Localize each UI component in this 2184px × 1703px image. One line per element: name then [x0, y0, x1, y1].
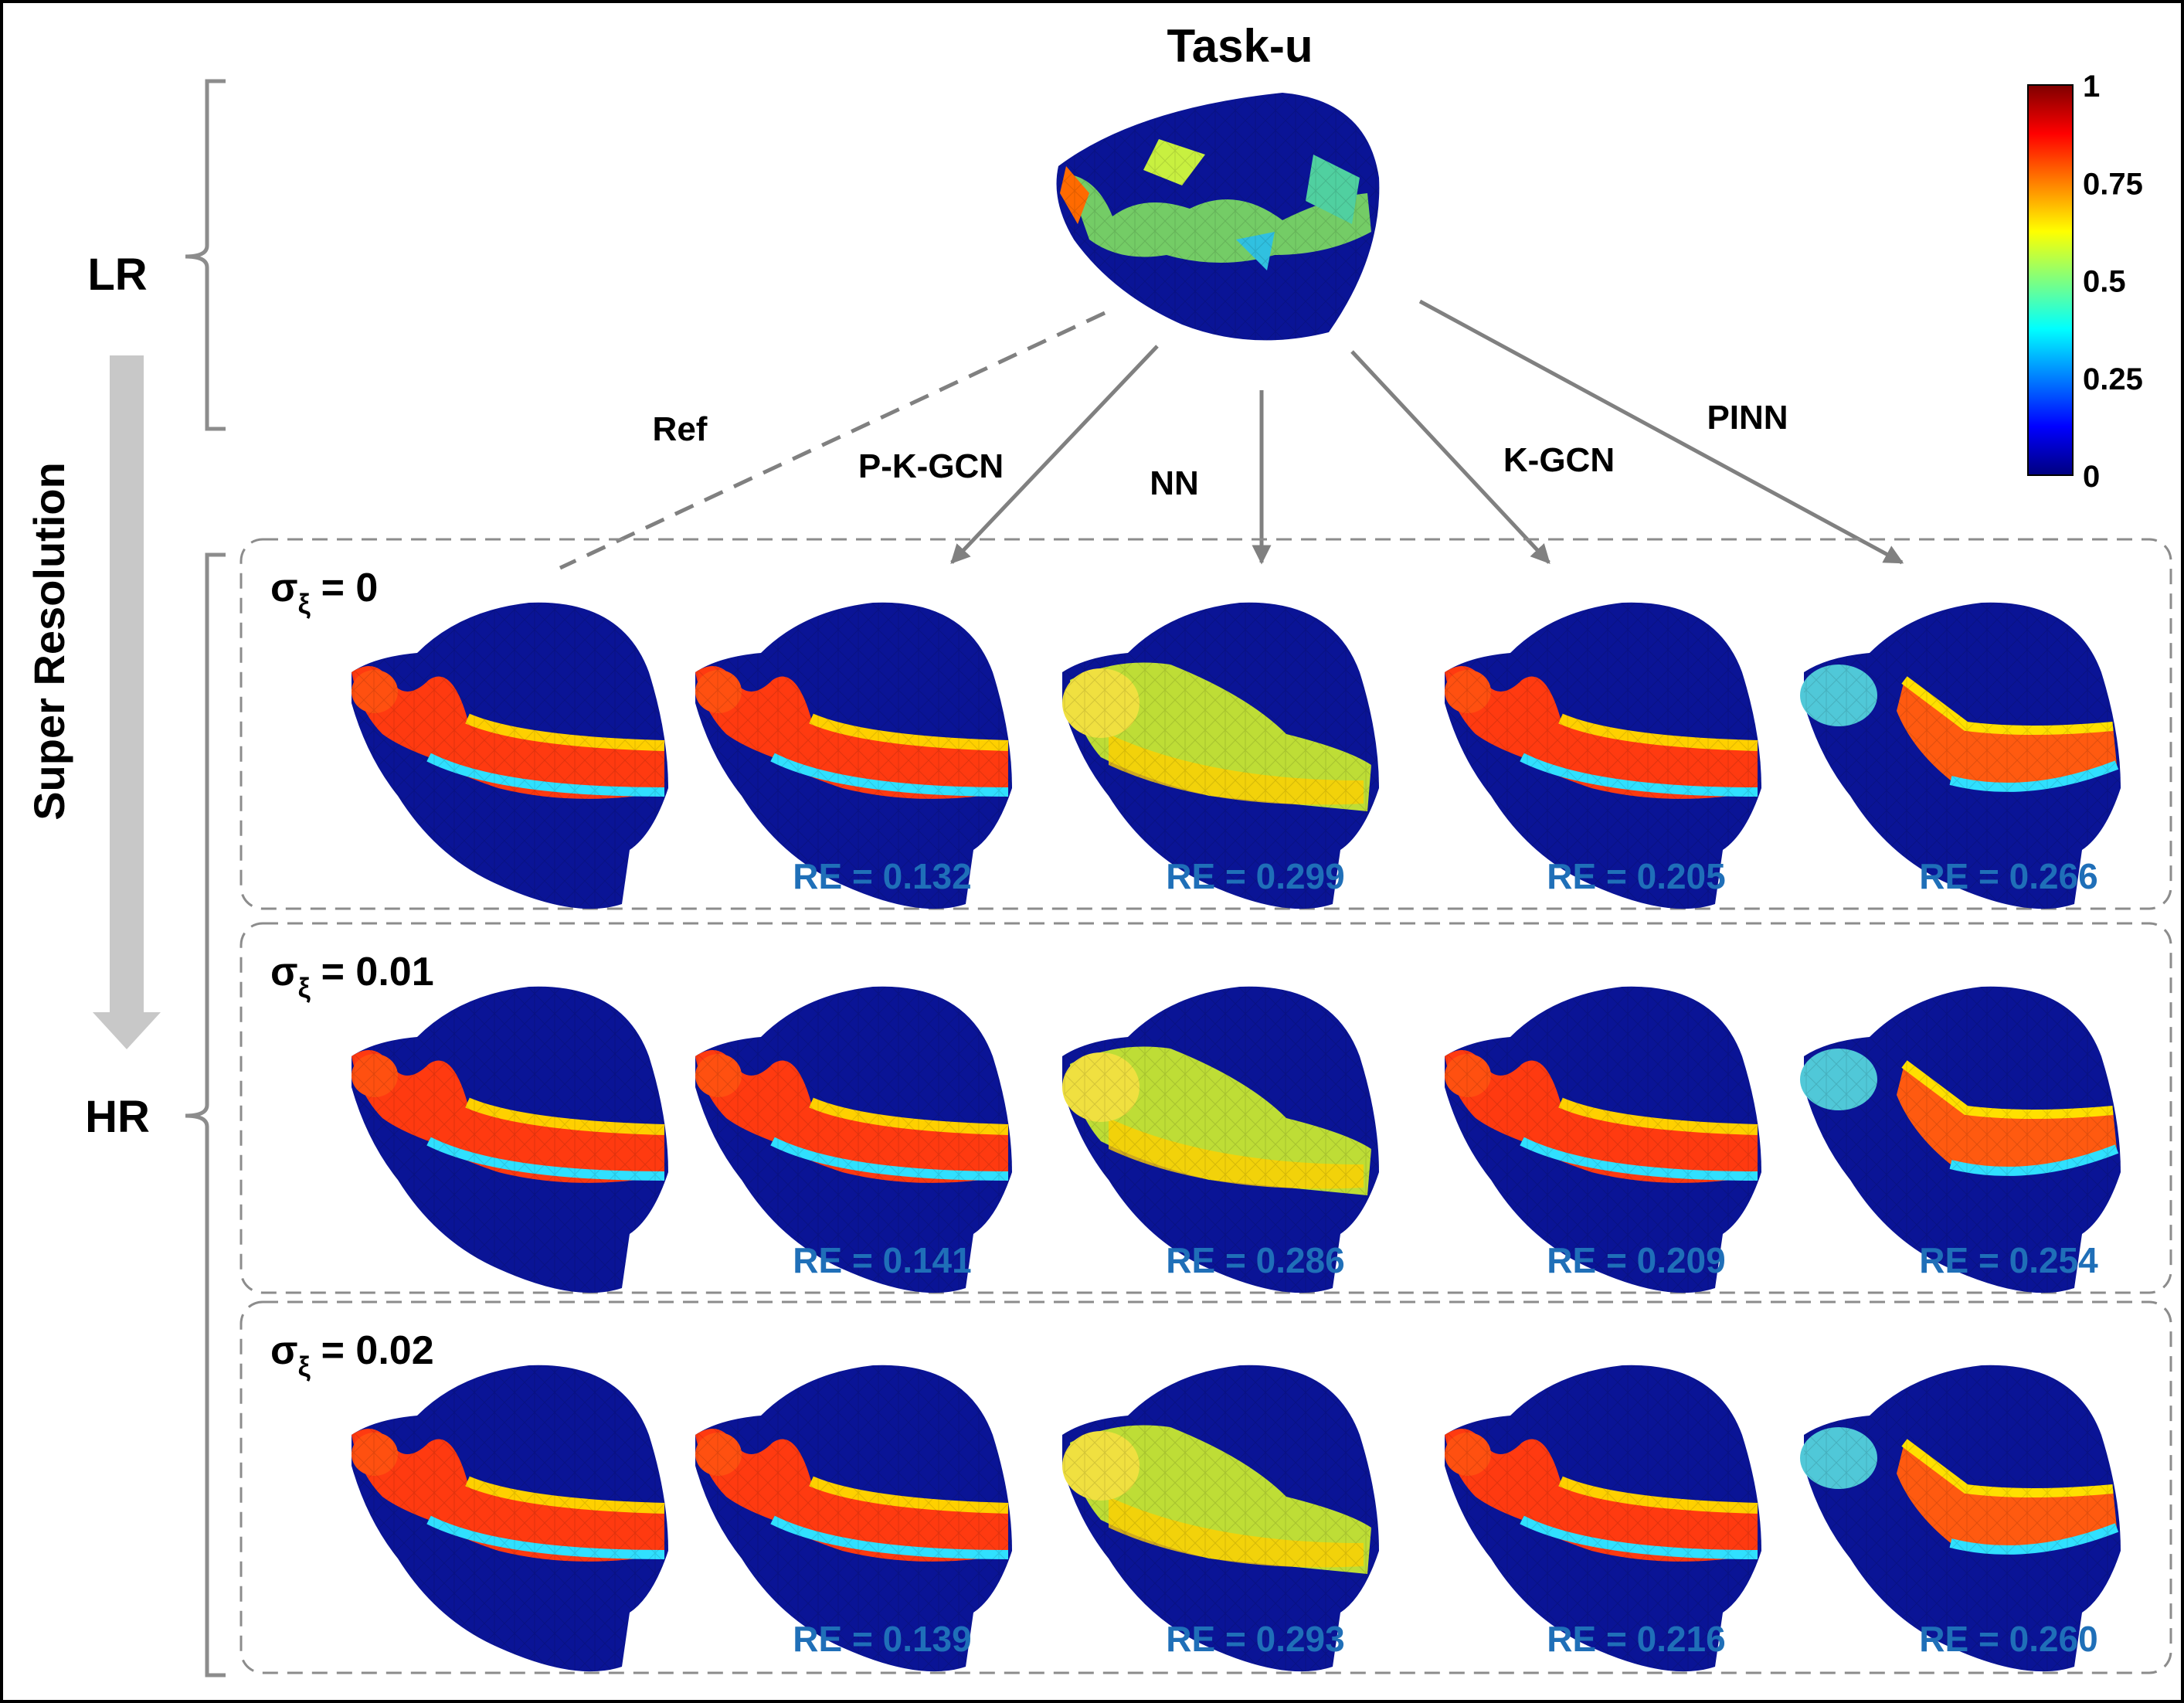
sigma-label: σξ = 0.01	[270, 950, 434, 1004]
re-label-p-k-gcn: RE = 0.132	[793, 856, 971, 896]
hr-heart-k-gcn	[1445, 1365, 1761, 1672]
colorbar-tick-label: 0.75	[2083, 167, 2143, 201]
row-panel-border	[239, 538, 2172, 910]
sigma-label: σξ = 0.02	[270, 1328, 434, 1382]
re-label-k-gcn: RE = 0.205	[1547, 856, 1725, 896]
re-label-k-gcn: RE = 0.209	[1547, 1240, 1725, 1280]
re-label-k-gcn: RE = 0.216	[1547, 1619, 1725, 1659]
lr-heart-mesh	[1056, 93, 1380, 341]
re-label-nn: RE = 0.293	[1166, 1619, 1344, 1659]
method-label-nn: NN	[1150, 464, 1199, 502]
re-label-p-k-gcn: RE = 0.141	[793, 1240, 971, 1280]
hr-heart-p-k-gcn	[695, 986, 1012, 1293]
hr-heart-nn	[1062, 602, 1379, 909]
hr-heart-p-k-gcn	[695, 1365, 1012, 1672]
hr-heart-pinn	[1800, 986, 2121, 1293]
colorbar-tick-label: 1	[2083, 70, 2100, 104]
colorbar-tick-label: 0.5	[2083, 265, 2126, 299]
lr-label: LR	[87, 250, 147, 300]
super-resolution-label: Super Resolution	[25, 462, 73, 821]
result-row: σξ = 0.02 RE = 0.139 RE = 0.293 RE = 0.216 RE…	[239, 1300, 2172, 1674]
figure-title: Task-u	[1167, 20, 1313, 72]
sigma-label: σξ = 0	[270, 566, 378, 620]
hr-bracket	[185, 552, 226, 1678]
method-label-pinn: PINN	[1707, 399, 1788, 437]
method-label-p-k-gcn: P-K-GCN	[858, 447, 1004, 485]
hr-heart-k-gcn	[1445, 986, 1761, 1293]
lr-bracket	[185, 79, 226, 431]
ref-dashed-line	[559, 311, 1106, 570]
hr-heart-p-k-gcn	[695, 602, 1012, 909]
super-resolution-arrow	[93, 355, 161, 1049]
re-label-nn: RE = 0.286	[1166, 1240, 1344, 1280]
re-label-pinn: RE = 0.260	[1919, 1619, 2097, 1659]
re-label-pinn: RE = 0.254	[1919, 1240, 2098, 1280]
row-panel-border	[239, 922, 2172, 1294]
hr-heart-nn	[1062, 1365, 1379, 1672]
method-label-ref: Ref	[653, 410, 708, 448]
hr-heart-nn	[1062, 986, 1379, 1293]
re-label-pinn: RE = 0.266	[1919, 856, 2097, 896]
hr-heart-ref	[352, 602, 668, 909]
hr-heart-k-gcn	[1445, 602, 1761, 909]
colorbar	[2027, 84, 2074, 476]
result-panels: σξ = 0 RE = 0.132 RE = 0.299 RE = 0.205 RE = …	[239, 538, 2172, 1674]
arrow-k-gcn	[1350, 350, 1551, 564]
row-panel-border	[239, 1300, 2172, 1674]
hr-heart-ref	[352, 1365, 668, 1672]
colorbar-ticks: 1 0.75 0.5 0.25 0	[2083, 70, 2143, 494]
arrow-pinn	[1418, 299, 1904, 565]
arrow-p-k-gcn	[950, 345, 1159, 564]
re-label-nn: RE = 0.299	[1166, 856, 1344, 896]
colorbar-tick-label: 0.25	[2083, 362, 2143, 396]
result-row: σξ = 0.01 RE = 0.141 RE = 0.286 RE = 0.209 RE…	[239, 922, 2172, 1294]
colorbar-tick-label: 0	[2083, 460, 2100, 494]
hr-heart-pinn	[1800, 602, 2121, 909]
result-row: σξ = 0 RE = 0.132 RE = 0.299 RE = 0.205 RE = …	[239, 538, 2172, 910]
hr-heart-pinn	[1800, 1365, 2121, 1672]
hr-label: HR	[85, 1092, 150, 1142]
re-label-p-k-gcn: RE = 0.139	[793, 1619, 971, 1659]
hr-heart-ref	[352, 986, 668, 1293]
method-label-k-gcn: K-GCN	[1503, 441, 1615, 479]
